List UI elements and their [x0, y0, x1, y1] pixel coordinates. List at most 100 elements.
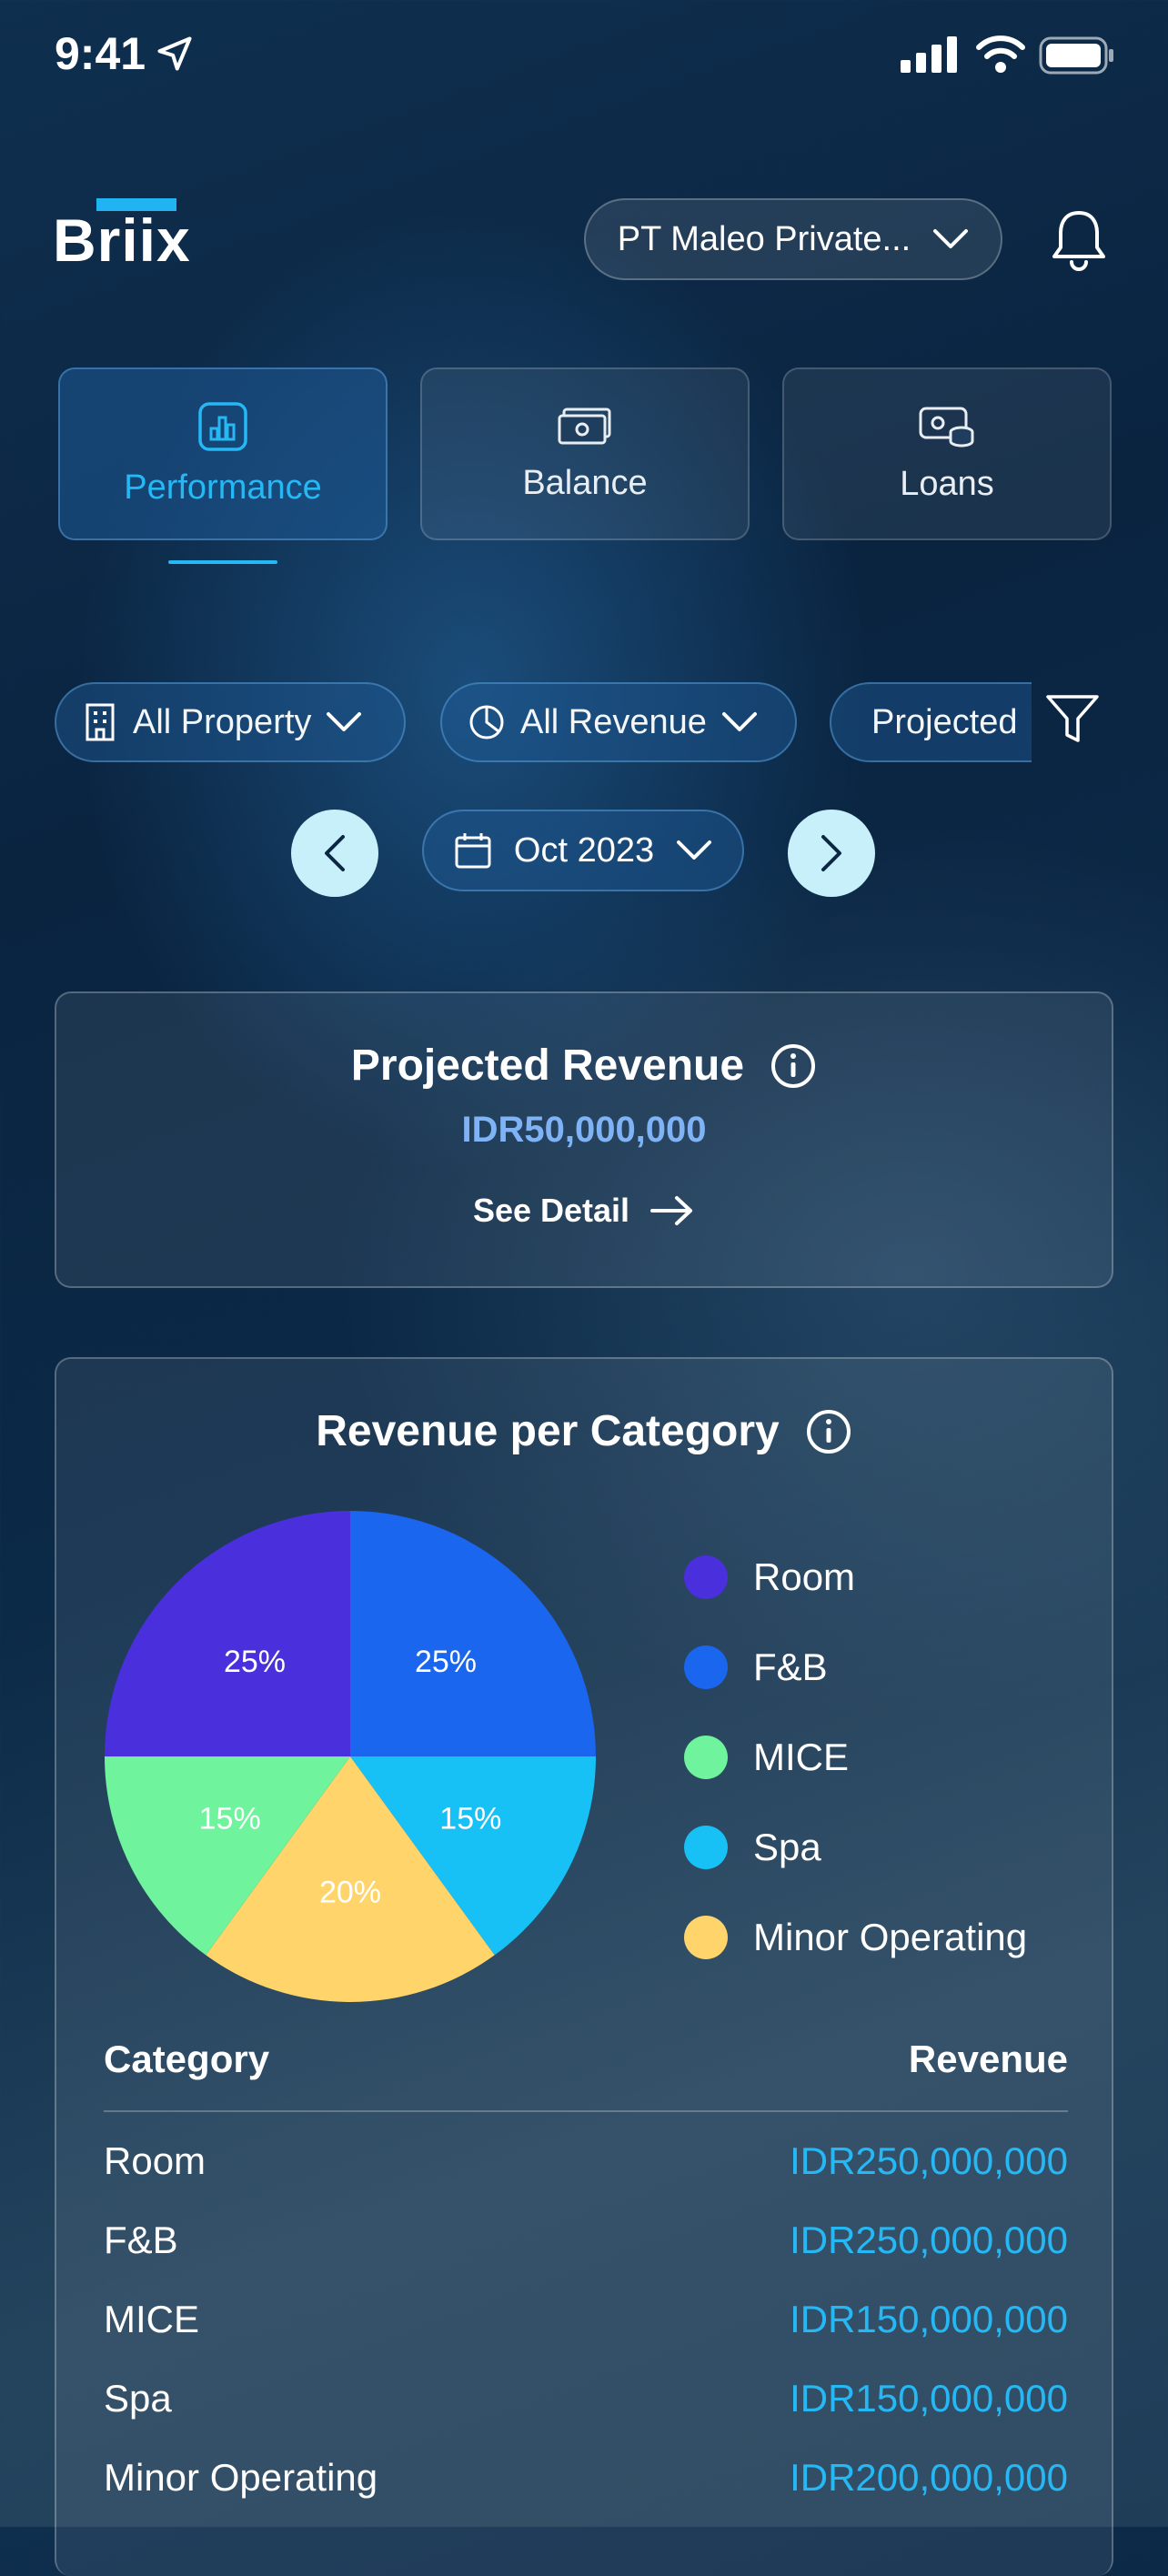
legend-swatch	[684, 1555, 728, 1599]
previous-month-button[interactable]	[291, 810, 378, 897]
legend-label: Spa	[753, 1826, 821, 1868]
next-month-button[interactable]	[788, 810, 875, 897]
pie-slice-f-b	[350, 1511, 596, 1756]
building-icon	[86, 703, 115, 741]
legend-swatch	[684, 1736, 728, 1779]
table-row: Spa IDR150,000,000	[104, 2377, 1068, 2420]
revenue-pie-chart: 25% 15% 20% 15% 25%	[105, 1511, 596, 2002]
wifi-icon	[976, 35, 1025, 73]
logo-bar	[96, 198, 176, 211]
legend-item: Room	[684, 1550, 1027, 1605]
bar-chart-icon	[198, 401, 247, 451]
notification-bell-icon[interactable]	[1050, 207, 1108, 271]
table-row: MICE IDR150,000,000	[104, 2298, 1068, 2341]
cellular-signal-icon	[901, 36, 957, 73]
chevron-down-icon	[721, 712, 757, 731]
chevron-right-icon	[821, 835, 841, 871]
cash-icon	[558, 408, 611, 444]
pie-slice-minor-operating	[206, 1756, 495, 2002]
table-divider	[104, 2110, 1068, 2112]
filter-icon[interactable]	[1044, 691, 1101, 748]
legend-swatch	[684, 1916, 728, 1959]
tab-balance[interactable]: Balance	[420, 367, 750, 540]
legend-item: Minor Operating	[684, 1910, 1027, 1965]
tab-loans-label: Loans	[900, 464, 994, 503]
month-selector-label: Oct 2023	[513, 830, 655, 870]
coins-icon	[919, 407, 974, 447]
row-revenue: IDR250,000,000	[790, 2219, 1068, 2261]
pie-label-minor-operating: 20%	[319, 1876, 381, 1910]
company-selector[interactable]: PT Maleo Private...	[584, 198, 1002, 280]
legend-item: F&B	[684, 1640, 1027, 1695]
active-tab-indicator	[168, 560, 277, 564]
pie-slice-room	[105, 1511, 350, 1756]
revenue-per-category-header: Revenue per Category	[56, 1406, 1112, 1456]
table-row: Room IDR250,000,000	[104, 2139, 1068, 2183]
chevron-down-icon	[933, 229, 969, 248]
company-name: PT Maleo Private...	[617, 219, 911, 258]
row-category: Spa	[104, 2377, 172, 2420]
row-category: Room	[104, 2139, 206, 2182]
battery-icon	[1039, 36, 1113, 75]
legend-swatch	[684, 1645, 728, 1689]
logo-text: Briix	[53, 206, 191, 274]
legend-label: Minor Operating	[753, 1916, 1028, 1958]
revenue-column-header: Revenue	[908, 2038, 1068, 2080]
chevron-down-icon	[677, 840, 712, 860]
legend-label: MICE	[753, 1736, 849, 1778]
revenue-per-category-card: Revenue per Category 25% 15% 20% 15% 25% Roo…	[55, 1357, 1113, 2576]
status-time: 9:41	[55, 28, 146, 79]
row-category: F&B	[104, 2219, 178, 2261]
category-table-header: Category Revenue	[104, 2038, 1068, 2081]
location-arrow-icon	[157, 36, 192, 71]
tab-performance[interactable]: Performance	[58, 367, 388, 540]
revenue-filter-label: All Revenue	[520, 702, 707, 741]
legend-item: Spa	[684, 1820, 1027, 1875]
pie-slice-mice	[105, 1756, 350, 1956]
property-filter-label: All Property	[133, 702, 312, 741]
projected-revenue-amount: IDR50,000,000	[461, 1110, 707, 1150]
projected-revenue-card: Projected Revenue IDR50,000,000 See Deta…	[55, 991, 1113, 1288]
legend-label: F&B	[753, 1645, 828, 1688]
row-revenue: IDR200,000,000	[790, 2456, 1068, 2499]
projected-revenue-header: Projected Revenue	[56, 1041, 1112, 1091]
pie-chart-icon	[469, 705, 504, 740]
pie-slice-spa	[350, 1756, 596, 1956]
row-revenue: IDR150,000,000	[790, 2377, 1068, 2420]
table-row: F&B IDR250,000,000	[104, 2219, 1068, 2262]
pie-label-mice: 15%	[199, 1801, 261, 1836]
arrow-right-icon	[650, 1196, 693, 1225]
row-revenue: IDR250,000,000	[790, 2139, 1068, 2182]
tab-performance-label: Performance	[124, 468, 322, 507]
pie-label-room: 25%	[224, 1645, 286, 1679]
row-revenue: IDR150,000,000	[790, 2298, 1068, 2340]
tab-balance-label: Balance	[522, 463, 648, 502]
calendar-icon	[455, 833, 491, 869]
row-category: MICE	[104, 2298, 199, 2340]
table-row: Minor Operating IDR200,000,000	[104, 2456, 1068, 2500]
chevron-down-icon	[327, 712, 362, 731]
revenue-filter[interactable]: All Revenue	[440, 682, 797, 762]
row-category: Minor Operating	[104, 2456, 378, 2499]
info-icon[interactable]	[770, 1042, 817, 1090]
revenue-per-category-title: Revenue per Category	[316, 1407, 780, 1455]
tab-loans[interactable]: Loans	[782, 367, 1112, 540]
legend-swatch	[684, 1826, 728, 1869]
info-icon[interactable]	[805, 1408, 852, 1455]
chevron-left-icon	[325, 835, 345, 871]
property-filter[interactable]: All Property	[55, 682, 406, 762]
legend-item: MICE	[684, 1730, 1027, 1785]
projection-filter[interactable]: Projected	[830, 682, 1032, 762]
projection-filter-label: Projected	[871, 702, 1018, 741]
pie-label-spa: 15%	[439, 1801, 501, 1836]
see-detail-label: See Detail	[472, 1192, 630, 1229]
chart-legend: Room F&B MICE Spa Minor Operating	[684, 1550, 1027, 2000]
briix-logo: Briix	[53, 198, 191, 275]
status-time-group: 9:41	[55, 27, 195, 80]
see-detail-link[interactable]: See Detail	[56, 1192, 1112, 1230]
pie-label-f-b: 25%	[415, 1645, 477, 1679]
legend-label: Room	[753, 1555, 856, 1598]
projected-revenue-title: Projected Revenue	[350, 1041, 745, 1090]
category-column-header: Category	[104, 2038, 270, 2080]
month-selector[interactable]: Oct 2023	[422, 810, 744, 891]
